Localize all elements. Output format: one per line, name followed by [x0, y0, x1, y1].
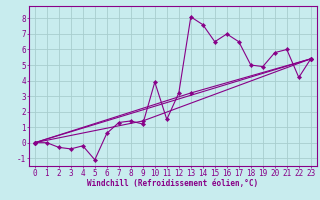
X-axis label: Windchill (Refroidissement éolien,°C): Windchill (Refroidissement éolien,°C)	[87, 179, 258, 188]
